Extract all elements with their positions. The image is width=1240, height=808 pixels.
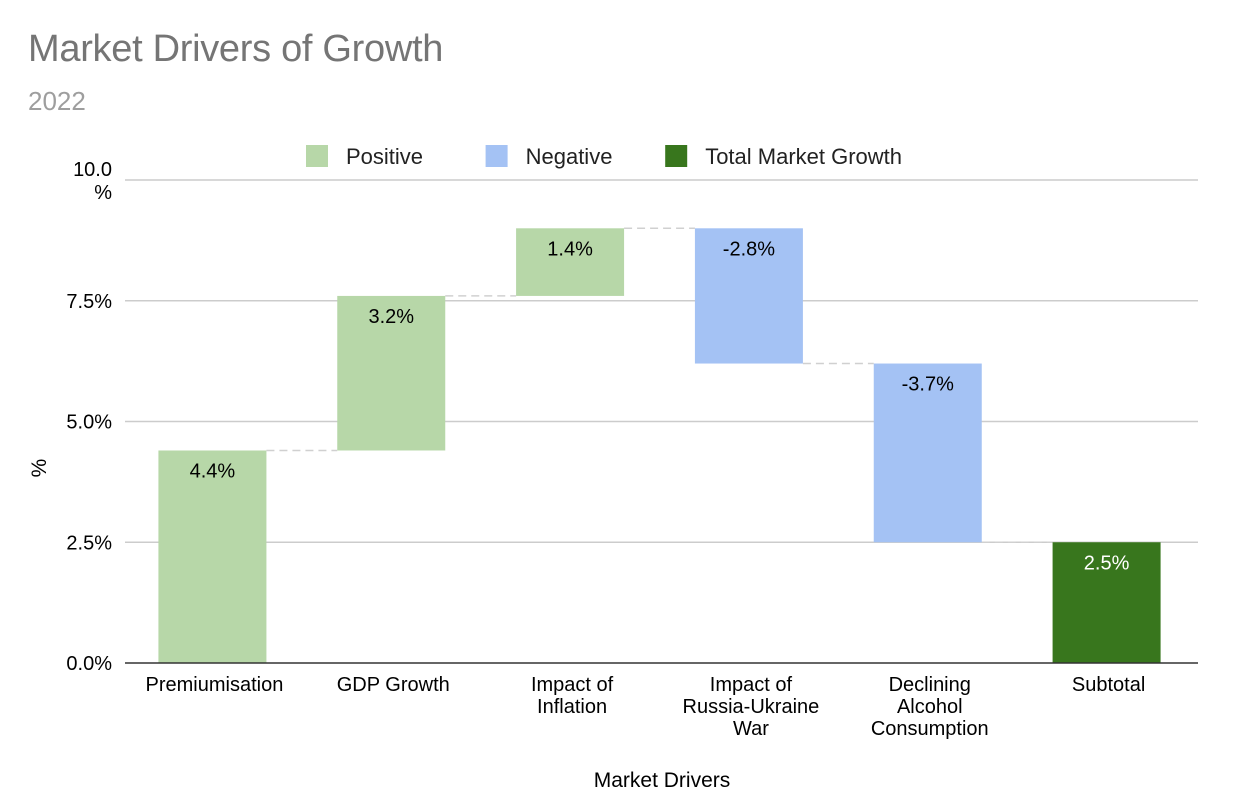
chart-title: Market Drivers of Growth <box>28 28 444 70</box>
x-axis-ticks: Premiumisation GDP Growth Impact of Inflati… <box>146 674 1146 740</box>
legend-label-negative: Negative <box>526 144 613 169</box>
x-tick-label-line: War <box>733 718 769 740</box>
bar-positive <box>337 295 446 451</box>
x-tick-label: Subtotal <box>1072 674 1145 696</box>
x-tick-label: Impact of Inflation <box>531 674 614 718</box>
y-tick-label-unit: % <box>94 182 112 204</box>
data-label: 3.2% <box>368 306 414 328</box>
y-tick-label: 0.0% <box>66 653 112 675</box>
x-axis-title: Market Drivers <box>594 769 731 792</box>
legend-swatch-total <box>665 145 688 167</box>
x-tick-label: GDP Growth <box>337 674 450 696</box>
bar-positive <box>158 450 267 663</box>
y-tick-label: 10.0% <box>73 159 112 204</box>
legend-swatch-positive <box>306 145 328 167</box>
data-label: 1.4% <box>547 238 593 260</box>
x-tick-label-line: Premiumisation <box>146 674 284 696</box>
x-tick-label-line: Alcohol <box>897 696 963 718</box>
x-tick-label-line: Consumption <box>871 718 989 740</box>
x-tick-label: Premiumisation <box>146 674 284 696</box>
data-label: 4.4% <box>190 460 236 482</box>
x-tick-label-line: Impact of <box>710 674 793 696</box>
bar-positive <box>516 228 625 296</box>
y-tick-label-number: 10.0 <box>73 159 112 181</box>
axis-titles: Market Drivers% <box>28 459 730 792</box>
y-tick-label: 2.5% <box>66 532 112 554</box>
bar-total <box>1052 542 1161 663</box>
legend-swatch-negative <box>485 145 508 167</box>
legend-label-total: Total Market Growth <box>705 144 902 169</box>
x-tick-label-line: Russia-Ukraine <box>683 696 820 718</box>
legend: Positive Negative Total Market Growth <box>306 144 902 169</box>
y-axis-ticks: 0.0% 2.5% 5.0% 7.5% 10.0% <box>66 159 112 675</box>
x-tick-label-line: Impact of <box>531 674 614 696</box>
x-tick-label-line: Inflation <box>537 696 607 718</box>
data-label: 2.5% <box>1084 552 1130 574</box>
x-tick-label: Declining Alcohol Consumption <box>871 674 989 740</box>
x-tick-label: Impact of Russia-Ukraine War <box>683 674 820 740</box>
gridlines <box>125 179 1198 543</box>
x-tick-label-line: GDP Growth <box>337 674 450 696</box>
x-tick-label-line: Subtotal <box>1072 674 1145 696</box>
chart-subtitle: 2022 <box>28 86 86 116</box>
y-tick-label: 7.5% <box>66 291 112 313</box>
data-labels: 4.4% 3.2% 1.4% -2.8% -3.7% 2.5% <box>190 238 1130 574</box>
x-tick-label-line: Declining <box>889 674 971 696</box>
bar-negative <box>873 363 982 543</box>
bars <box>158 228 1161 663</box>
y-axis-title: % <box>28 459 51 478</box>
y-tick-label: 5.0% <box>66 412 112 434</box>
data-label: -2.8% <box>723 238 775 260</box>
bar-negative <box>694 228 803 364</box>
connector-lines <box>266 227 1053 543</box>
data-label: -3.7% <box>902 374 954 396</box>
legend-label-positive: Positive <box>346 144 423 169</box>
